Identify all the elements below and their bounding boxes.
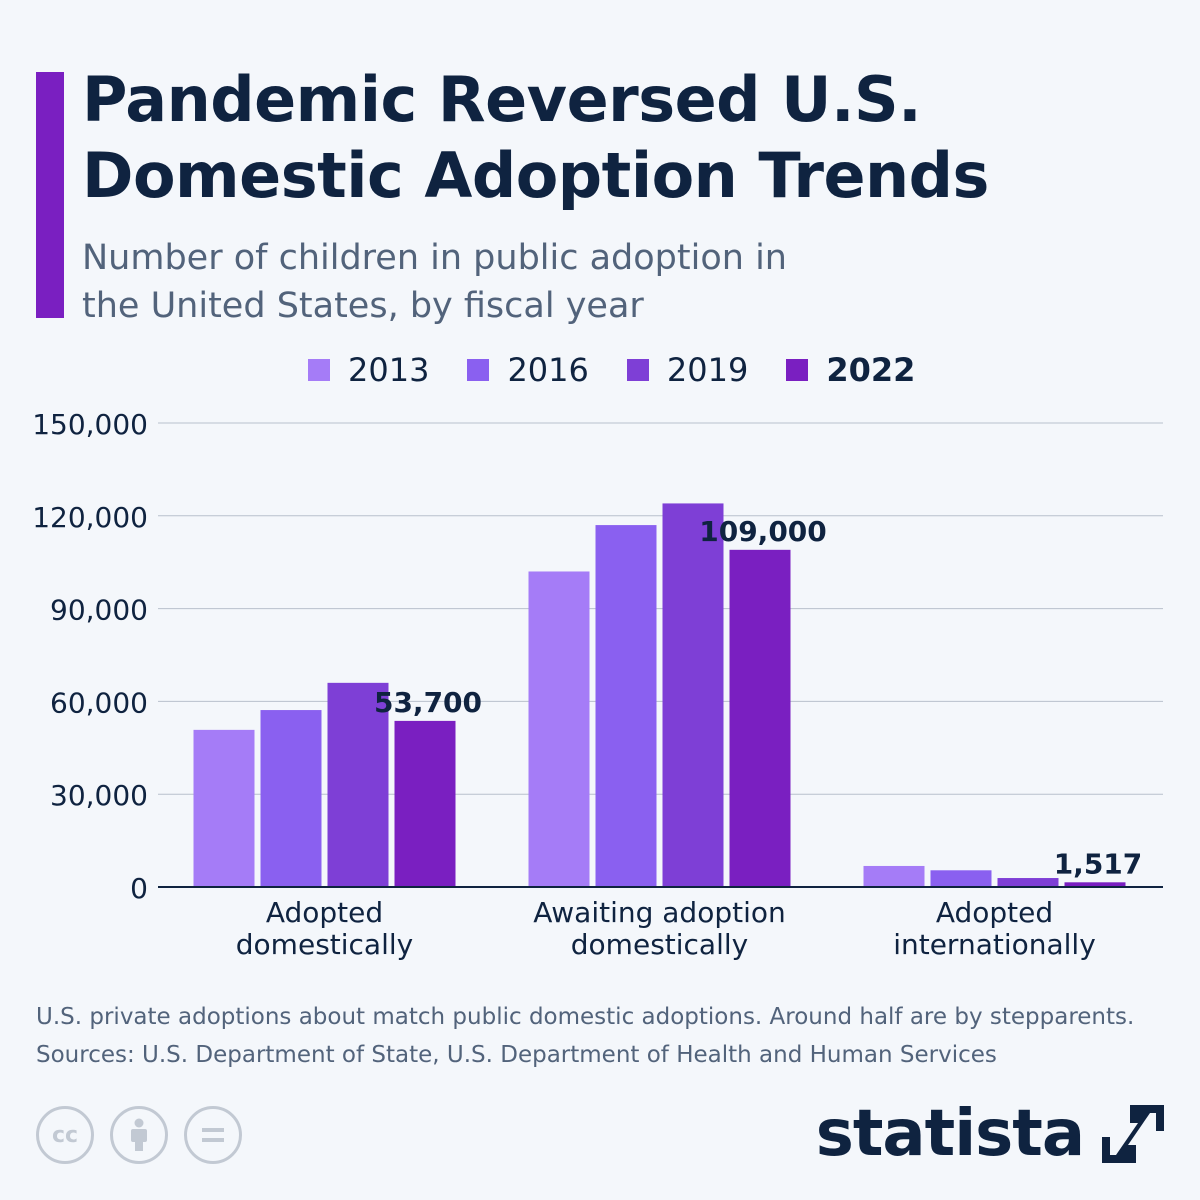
creative-commons-icon[interactable]: cc xyxy=(36,1106,94,1164)
x-category-label: domestically xyxy=(236,928,413,961)
legend-swatch-2013 xyxy=(308,359,330,381)
legend-label-2016: 2016 xyxy=(507,351,589,389)
legend-label-2019: 2019 xyxy=(666,351,749,389)
statista-logo-icon xyxy=(1102,1105,1164,1163)
bar-2016 xyxy=(260,710,322,887)
brand-name: statista xyxy=(815,1097,1085,1171)
data-label: 109,000 xyxy=(699,515,827,548)
brand[interactable]: statista xyxy=(816,1094,1164,1174)
data-label: 53,700 xyxy=(374,686,482,719)
accent-bar xyxy=(36,72,64,318)
legend-swatch-2019 xyxy=(626,359,649,381)
x-category-label: domestically xyxy=(571,928,748,961)
no-derivatives-icon[interactable] xyxy=(184,1106,242,1164)
legend-swatch-2016 xyxy=(467,359,490,381)
x-category-label: Adopted xyxy=(936,896,1053,929)
legend-label-2022: 2022 xyxy=(826,351,916,389)
bar-2019 xyxy=(997,878,1059,887)
bar-2019 xyxy=(327,682,389,887)
legend-swatch-2022 xyxy=(786,359,809,381)
y-tick-label: 150,000 xyxy=(32,408,148,441)
legend: 2013 2016 2019 2022 xyxy=(308,348,953,392)
y-tick-label: 90,000 xyxy=(50,594,148,627)
footnote-sources: Sources: U.S. Department of State, U.S. … xyxy=(36,1042,997,1068)
x-category-label: Awaiting adoption xyxy=(533,896,786,929)
x-category-label: internationally xyxy=(893,928,1096,961)
y-tick-label: 0 xyxy=(130,872,148,905)
data-label: 1,517 xyxy=(1054,847,1143,880)
bar-2016 xyxy=(595,525,657,887)
attribution-icon[interactable] xyxy=(110,1106,168,1164)
chart-title: Pandemic Reversed U.S. Domestic Adoption… xyxy=(82,63,989,212)
bar-2016 xyxy=(930,870,992,887)
legend-item-2013: 2013 xyxy=(308,348,429,392)
bar-2013 xyxy=(193,729,255,887)
legend-item-2016: 2016 xyxy=(467,348,589,392)
bar-2013 xyxy=(863,865,925,887)
bar-2022 xyxy=(1064,882,1126,887)
bar-chart: 0 30,000 60,000 90,000 120,000 150,000 53,700 A… xyxy=(32,408,1163,961)
footnote-note: U.S. private adoptions about match publi… xyxy=(36,1004,1135,1030)
legend-label-2013: 2013 xyxy=(348,351,430,389)
y-tick-label: 60,000 xyxy=(50,686,148,719)
license-icons: cc xyxy=(36,1106,258,1164)
bar-2022 xyxy=(729,549,791,887)
y-tick-label: 120,000 xyxy=(32,501,148,534)
x-category-label: Adopted xyxy=(266,896,383,929)
footnote: U.S. private adoptions about match publi… xyxy=(36,998,1176,1074)
y-tick-label: 30,000 xyxy=(50,779,148,812)
chart-subtitle: Number of children in public adoption in… xyxy=(82,238,787,326)
bar-2022 xyxy=(394,720,456,887)
legend-item-2019: 2019 xyxy=(626,348,749,392)
legend-item-2022: 2022 xyxy=(786,348,915,392)
bar-2019 xyxy=(662,503,724,887)
bar-2013 xyxy=(528,571,590,887)
